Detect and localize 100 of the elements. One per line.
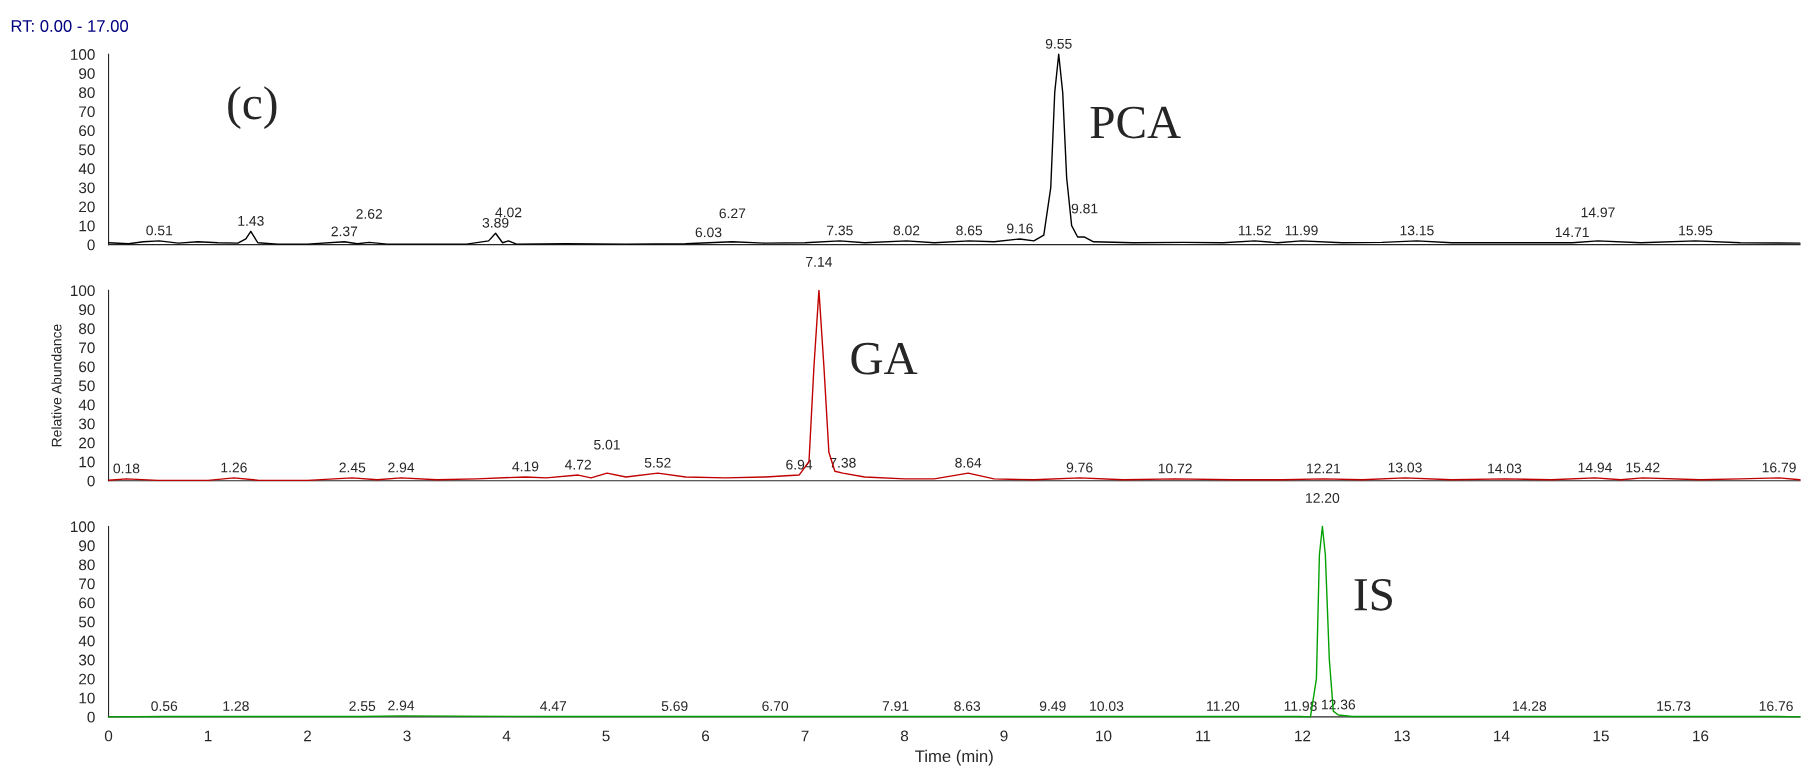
annotation: 1.28 [223,701,249,711]
x-tick-label: 16 [1693,730,1709,742]
y-tick-label: 90 [79,540,95,552]
annotation: 15.95 [1679,225,1713,236]
annotation: 11.20 [1207,701,1240,711]
line-series [107,525,1801,718]
y-tick-label: 50 [78,380,95,392]
annotation: 6.27 [719,208,746,219]
series-label: IS [1354,578,1392,611]
x-tick-label: 1 [204,730,212,742]
annotation: 9.55 [1045,38,1072,49]
annotation: 2.94 [388,700,415,711]
annotation: 2.45 [339,462,366,473]
annotation: (c) [228,86,277,129]
x-tick-label: 5 [602,730,610,742]
x-tick-label: 12 [1295,730,1311,742]
y-tick-label: 70 [79,106,95,118]
annotation: 0.51 [146,225,173,236]
y-tick-label: 80 [79,323,95,335]
x-axis-title: Time (min) [915,749,993,766]
y-tick-label: 70 [79,342,95,354]
annotation: 4.19 [512,461,539,472]
series-label: GA [851,342,918,375]
chart-title: RT: 0.00 - 17.00 [11,20,129,32]
annotation: 2.37 [331,226,358,237]
x-tick-label: 8 [900,730,909,742]
y-tick-label: 20 [79,673,95,685]
annotation: 3.89 [482,217,509,228]
annotation: 14.97 [1581,207,1615,218]
y-tick-label: 30 [78,654,95,666]
annotation: 2.62 [356,208,383,219]
y-tick-label: 80 [79,87,95,99]
annotation: 2.94 [388,462,415,473]
y-tick-label: 60 [79,361,95,373]
y-tick-label: 40 [78,635,95,647]
y-tick-label: 0 [87,239,95,251]
x-tick-label: 2 [304,730,312,742]
x-tick-label: 10 [1096,730,1112,742]
annotation: 8.02 [893,225,920,236]
y-tick-label: 10 [79,220,95,232]
x-tick-label: 15 [1593,730,1609,742]
annotation: 12.21 [1307,463,1341,474]
y-tick-label: 90 [79,304,95,316]
annotation: 14.03 [1488,463,1522,474]
y-axis-title: Relative Abundance [51,324,62,447]
line-series [107,53,1801,245]
x-tick-label: 0 [104,730,113,742]
x-tick-label: 13 [1394,730,1410,742]
annotation: 9.76 [1066,462,1093,473]
annotation: 8.63 [954,701,981,711]
annotation: 1.26 [221,462,247,473]
y-tick-label: 60 [79,597,95,609]
y-tick-label: 10 [79,692,95,704]
annotation: 5.01 [594,439,620,450]
y-tick-label: 0 [87,711,95,723]
annotation: 4.47 [540,701,567,711]
annotation: 9.81 [1071,203,1098,214]
line-series [107,289,1801,482]
x-tick-label: 11 [1196,730,1211,742]
annotation: 7.14 [806,257,833,267]
y-tick-label: 100 [71,521,95,533]
annotation: 1.43 [238,215,264,226]
x-tick-label: 7 [801,730,809,742]
y-tick-label: 60 [79,125,95,137]
annotation: 10.72 [1158,463,1192,474]
annotation: 12.20 [1306,493,1340,503]
annotation: 8.64 [955,457,982,468]
y-tick-label: 100 [71,49,95,60]
annotation: 16.79 [1762,462,1796,473]
x-tick-label: 4 [502,730,511,742]
annotation: 7.91 [882,701,909,711]
annotation: 10.03 [1090,701,1124,711]
y-tick-label: 50 [78,144,95,156]
y-tick-label: 10 [79,456,95,468]
y-tick-label: 20 [79,437,95,449]
x-tick-label: 3 [403,730,411,742]
y-tick-label: 40 [78,399,95,411]
y-tick-label: 40 [78,163,95,175]
annotation: 9.16 [1007,223,1033,234]
x-tick-label: 14 [1494,730,1510,742]
y-tick-label: 30 [78,418,95,430]
annotation: 11.99 [1285,225,1318,236]
y-tick-label: 50 [78,616,95,628]
y-tick-label: 100 [71,285,95,297]
y-tick-label: 90 [79,68,95,79]
annotation: 6.03 [695,227,722,238]
annotation: 13.03 [1388,462,1422,473]
y-tick-label: 30 [78,182,95,194]
series-label: PCA [1090,106,1181,139]
annotation: 6.70 [762,701,789,711]
y-tick-label: 80 [79,559,95,571]
annotation: 15.73 [1657,701,1691,711]
annotation: 0.18 [113,463,140,474]
annotation: 4.02 [495,207,522,218]
annotation: 11.52 [1238,225,1271,236]
annotation: 14.94 [1578,462,1612,473]
annotation: 8.65 [956,225,983,236]
annotation: 5.69 [661,701,688,711]
y-tick-label: 20 [79,201,95,213]
annotation: 4.72 [564,459,591,470]
